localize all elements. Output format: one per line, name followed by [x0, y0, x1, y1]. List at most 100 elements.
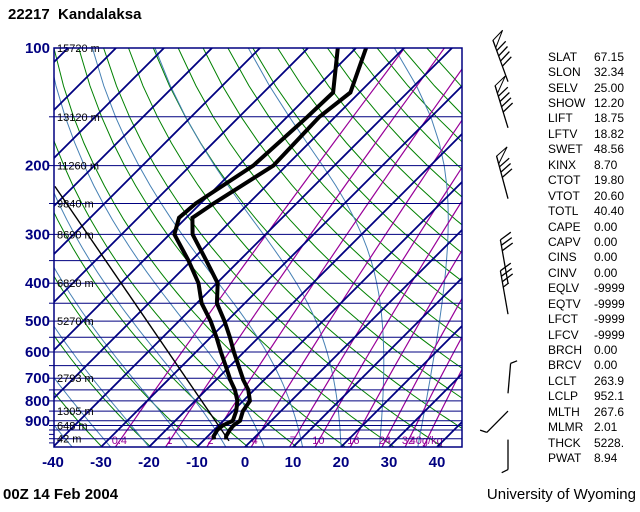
index-label: SLON: [548, 65, 581, 80]
isobars: [54, 116, 462, 440]
index-value: 0.00: [594, 219, 618, 234]
index-label: BRCH: [548, 343, 583, 358]
index-value: 12.20: [594, 96, 625, 111]
chart-label: 500: [25, 313, 50, 330]
chart-label: 800: [25, 393, 50, 410]
index-row-SLAT: SLAT 67.15: [548, 49, 640, 64]
index-row-CAPE: CAPE 0.00: [548, 219, 640, 234]
index-row-EQLV: EQLV -9999: [548, 281, 640, 296]
chart-label: 13120 m: [57, 112, 100, 124]
index-value: 25.00: [594, 80, 625, 95]
pressure-ticks: [49, 116, 54, 444]
parcel-trace: [54, 186, 230, 442]
index-label: SLAT: [548, 49, 578, 64]
index-row-MLTH: MLTH 267.6: [548, 404, 640, 419]
chart-label: 8690 m: [57, 229, 94, 241]
chart-label: 40g/kg: [410, 435, 443, 447]
index-value: 0.00: [594, 343, 618, 358]
plot-border: [53, 47, 463, 448]
index-label: EQLV: [548, 281, 580, 296]
index-value: -9999: [594, 281, 625, 296]
index-value: 20.60: [594, 188, 625, 203]
wind-pennant: [496, 146, 508, 166]
index-label: MLMR: [548, 420, 584, 435]
chart-label: 4: [252, 435, 258, 447]
pressure-axis-labels: 100 200 300 400 500 600 700 800 900: [25, 40, 50, 430]
index-value: 0.00: [594, 358, 618, 373]
index-row-EQTV: EQTV -9999: [548, 296, 640, 311]
chart-label: 1305 m: [57, 406, 94, 418]
index-row-PWAT: PWAT 8.94: [548, 450, 640, 465]
temperature-axis-labels: -40 -30 -20 -10 0 10 20 30 40: [42, 454, 445, 471]
index-value: 8.70: [594, 157, 618, 172]
index-row-VTOT: VTOT 20.60: [548, 188, 640, 203]
chart-label: 42 m: [57, 434, 81, 446]
height-labels: 15720 m 13120 m 11260 m 9840 m 8690 m 6820 m 5…: [57, 43, 100, 446]
source-attribution: University of Wyoming: [486, 486, 636, 503]
index-label: THCK: [548, 435, 581, 450]
chart-label: -40: [42, 454, 64, 471]
index-label: LFCT: [548, 312, 578, 327]
chart-label: 5270 m: [57, 316, 94, 328]
index-value: 18.82: [594, 126, 625, 141]
station-title: 22217 Kandalaksa: [8, 6, 142, 23]
index-row-SWET: SWET 48.56: [548, 142, 640, 157]
index-row-LCLP: LCLP 952.1: [548, 389, 640, 404]
index-label: BRCV: [548, 358, 582, 373]
index-row-SELV: SELV 25.00: [548, 80, 640, 95]
moist-adiabats: [54, 48, 449, 447]
chart-label: 11260 m: [57, 161, 99, 173]
index-row-KINX: KINX 8.70: [548, 157, 640, 172]
index-label: LCLT: [548, 373, 577, 388]
chart-label: 700: [25, 370, 50, 387]
chart-label: 900: [25, 413, 50, 430]
index-row-BRCH: BRCH 0.00: [548, 342, 640, 357]
wind-barbs: [479, 29, 518, 474]
plot-frame: [53, 47, 463, 448]
sounding-datetime: 00Z 14 Feb 2004: [3, 486, 119, 503]
index-row-SHOW: SHOW 12.20: [548, 95, 640, 110]
index-value: 32.34: [594, 65, 625, 80]
chart-label: 648 m: [57, 420, 88, 432]
chart-label: 300: [25, 226, 50, 243]
index-label: SWET: [548, 142, 583, 157]
chart-label: 40: [429, 454, 446, 471]
wind-pennant: [492, 29, 504, 50]
index-label: SELV: [548, 80, 578, 95]
index-value: 67.15: [594, 49, 625, 64]
index-value: 40.40: [594, 204, 625, 219]
index-label: MLTH: [548, 404, 580, 419]
wind-pennant: [494, 75, 506, 95]
chart-label: 600: [25, 344, 50, 361]
index-label: LFCV: [548, 327, 579, 342]
chart-label: 32: [402, 435, 414, 447]
index-value: 19.80: [594, 173, 625, 188]
index-value: 267.6: [594, 404, 625, 419]
chart-label: -20: [138, 454, 160, 471]
index-label: VTOT: [548, 188, 580, 203]
index-value: 2.01: [594, 420, 618, 435]
index-label: SHOW: [548, 96, 586, 111]
index-label: LIFT: [548, 111, 573, 126]
index-label: TOTL: [548, 204, 579, 219]
chart-label: 24: [379, 435, 391, 447]
index-label: CAPE: [548, 219, 581, 234]
chart-label: 6820 m: [57, 278, 94, 290]
chart-label: 15720 m: [57, 43, 100, 55]
index-label: CTOT: [548, 173, 581, 188]
index-value: 263.9: [594, 373, 625, 388]
index-label: CAPV: [548, 234, 581, 249]
index-value: 5228.: [594, 435, 625, 450]
index-row-BRCV: BRCV 0.00: [548, 358, 640, 373]
index-label: LCLP: [548, 389, 579, 404]
index-row-SLON: SLON 32.34: [548, 64, 640, 79]
chart-label: 7: [290, 435, 296, 447]
chart-label: -30: [90, 454, 112, 471]
chart-label: 100: [25, 40, 50, 57]
chart-label: 2793 m: [57, 373, 94, 385]
index-value: -9999: [594, 296, 625, 311]
index-value: 0.00: [594, 250, 618, 265]
index-value: 18.75: [594, 111, 625, 126]
